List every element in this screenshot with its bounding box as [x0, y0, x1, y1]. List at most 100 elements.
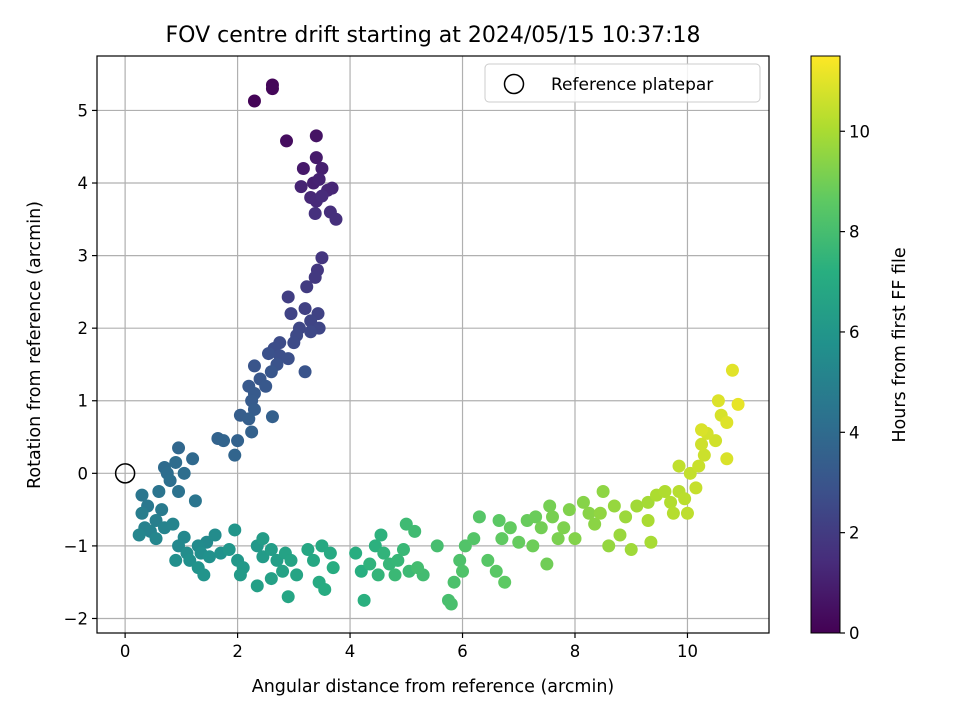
y-axis-ticks: −2 −1 0 1 2 3 4 5 [64, 101, 97, 628]
colorbar-label: Hours from first FF file [890, 247, 910, 442]
data-point [641, 495, 655, 509]
chart-title: FOV centre drift starting at 2024/05/15 … [166, 23, 701, 48]
y-tick-label: 2 [78, 319, 89, 338]
data-point [467, 532, 481, 546]
data-point [613, 528, 627, 542]
reference-marker [114, 463, 136, 484]
data-point [135, 506, 149, 520]
data-point [183, 553, 197, 567]
data-point [247, 402, 261, 416]
data-point [264, 365, 278, 379]
data-point [256, 532, 270, 546]
data-point [309, 129, 323, 143]
data-point [658, 484, 672, 498]
y-axis-label: Rotation from reference (arcmin) [25, 201, 45, 489]
data-point [290, 568, 304, 582]
data-point [664, 495, 678, 509]
legend-box [484, 63, 761, 103]
data-point [281, 590, 295, 604]
data-point [318, 582, 332, 596]
y-tick-label: −1 [64, 537, 88, 556]
data-point [309, 151, 323, 165]
data-point [534, 521, 548, 535]
data-point [582, 506, 596, 520]
x-tick-label: 10 [677, 642, 698, 661]
data-point [186, 452, 200, 466]
data-point [576, 495, 590, 509]
data-point [298, 302, 312, 316]
data-point [264, 572, 278, 586]
data-point [607, 499, 621, 513]
data-point [720, 452, 734, 466]
data-point [231, 434, 245, 448]
data-point [287, 336, 301, 350]
data-point [630, 499, 644, 513]
data-point [481, 553, 495, 567]
data-point [644, 535, 658, 549]
data-point [512, 535, 526, 549]
data-point [247, 359, 261, 373]
colorbar-tick-label: 10 [849, 122, 870, 141]
data-point [695, 423, 709, 437]
data-point [399, 517, 413, 531]
data-point [312, 172, 326, 186]
data-point [411, 561, 425, 575]
legend-entry: Reference platepar [551, 75, 713, 95]
data-point [135, 488, 149, 502]
data-point [284, 307, 298, 321]
data-point [666, 506, 680, 520]
data-point [217, 434, 231, 448]
x-axis-ticks: 0 2 4 6 8 10 [120, 633, 698, 661]
data-point [259, 379, 273, 393]
legend-marker [503, 73, 525, 95]
data-point [247, 94, 261, 108]
data-point [152, 484, 166, 498]
data-point [264, 543, 278, 557]
data-point [242, 412, 256, 426]
data-point [720, 416, 734, 430]
data-point [540, 557, 554, 571]
data-point [228, 448, 242, 462]
data-point [245, 425, 259, 439]
data-point [672, 459, 686, 473]
data-point [396, 543, 410, 557]
x-axis-label: Angular distance from reference (arcmin) [252, 677, 615, 697]
data-point [315, 189, 329, 203]
y-tick-label: 5 [78, 101, 89, 120]
data-point [596, 484, 610, 498]
data-point [545, 510, 559, 524]
colorbar: 0 2 4 6 8 10 Hours from first FF file [810, 55, 910, 643]
data-point [301, 543, 315, 557]
data-point [284, 553, 298, 567]
data-point [453, 553, 467, 567]
data-point [155, 503, 169, 517]
data-point [349, 546, 363, 560]
data-point [444, 597, 458, 611]
y-tick-label: 4 [78, 174, 89, 193]
data-point [315, 161, 329, 175]
data-point [711, 394, 725, 408]
data-point [262, 347, 276, 361]
y-tick-label: −2 [64, 609, 88, 628]
data-point [132, 528, 146, 542]
data-points [132, 78, 745, 611]
data-point [296, 161, 310, 175]
data-point [163, 474, 177, 488]
grid-lines [97, 56, 769, 633]
data-point [447, 575, 461, 589]
data-point [197, 568, 211, 582]
x-tick-label: 4 [345, 642, 356, 661]
data-point [177, 466, 191, 480]
data-point [678, 492, 692, 506]
data-point [228, 523, 242, 537]
data-point [680, 506, 694, 520]
data-point [354, 564, 368, 578]
data-point [202, 550, 216, 564]
data-point [371, 568, 385, 582]
data-point [265, 410, 279, 424]
data-point [276, 564, 290, 578]
data-point [472, 510, 486, 524]
y-tick-label: 3 [78, 247, 89, 266]
data-point [326, 561, 340, 575]
